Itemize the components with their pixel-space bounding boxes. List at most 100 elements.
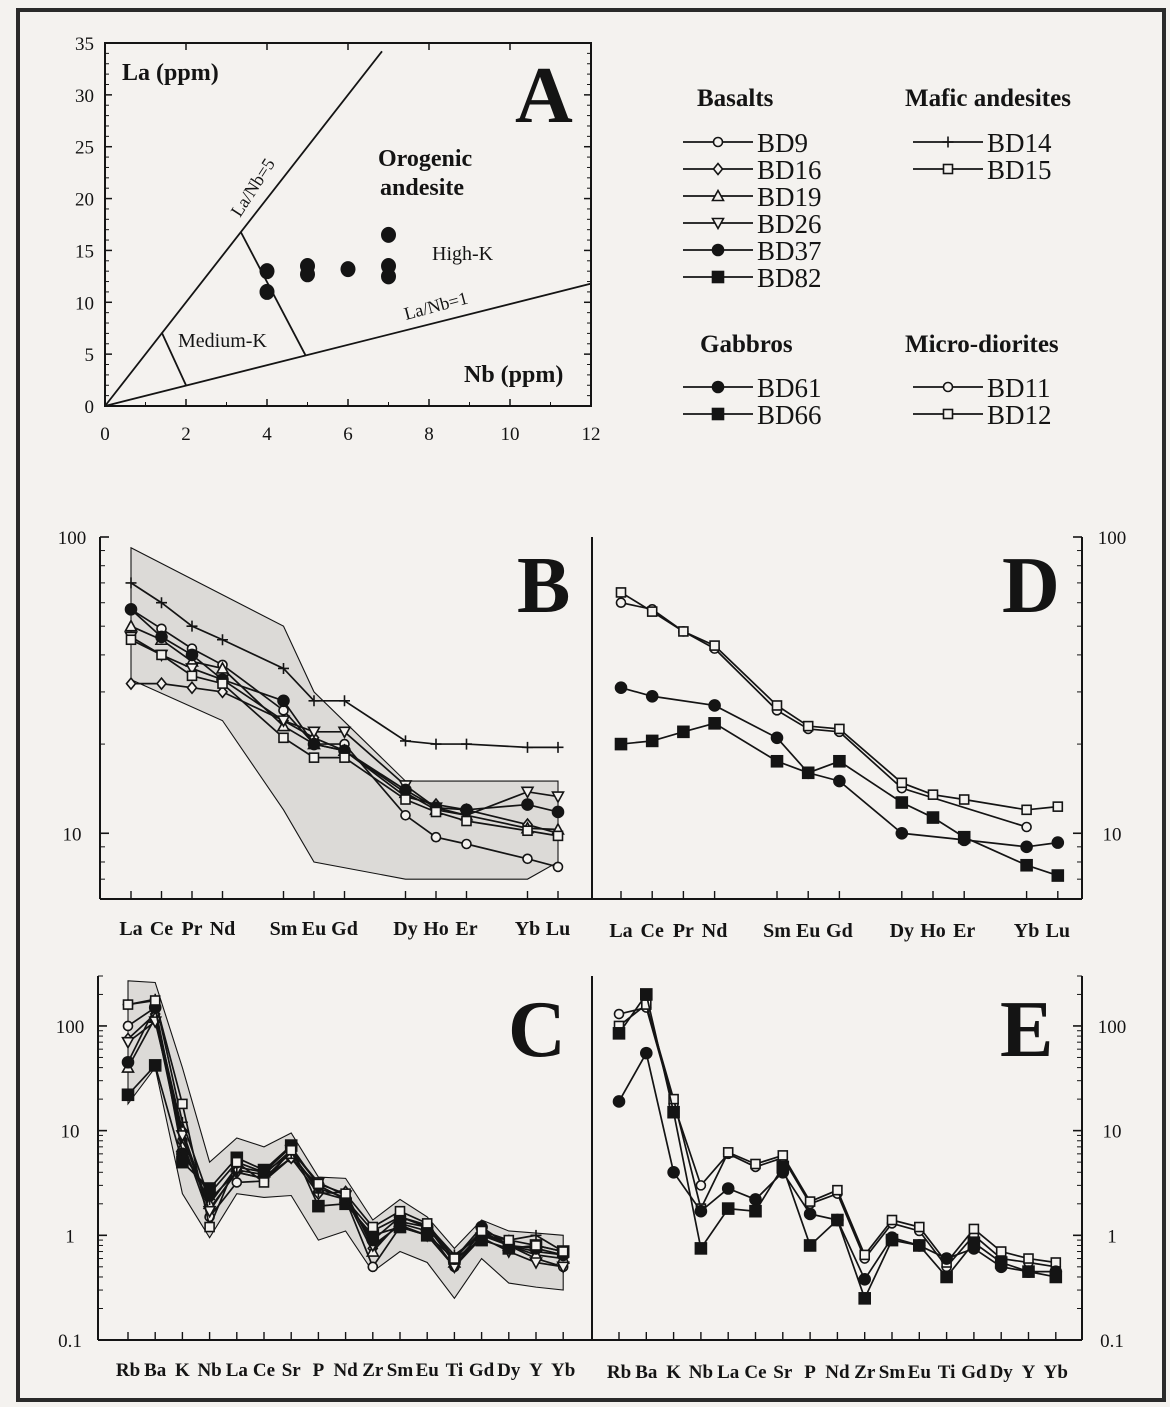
y-tick-label: 0.1 [58, 1331, 82, 1352]
series-marker-bd14 [186, 620, 198, 632]
x-tick-label: Zr [362, 1360, 384, 1381]
series-marker-bd82 [308, 752, 320, 763]
x-tick-label: Eu [908, 1362, 932, 1383]
series-marker-bd9 [278, 705, 289, 716]
x-tick-label: Yb [515, 918, 541, 940]
series-marker-bd12 [832, 1184, 843, 1196]
series-marker-bd15 [449, 1253, 460, 1264]
x-tick-label: 12 [582, 424, 601, 445]
series-marker-bd12 [615, 587, 627, 598]
envelope-field [130, 546, 559, 880]
x-tick-label: La [226, 1360, 249, 1381]
series-marker-bd11 [695, 1180, 707, 1191]
series-marker-bd12 [678, 626, 689, 637]
y-tick-label: 35 [75, 34, 94, 55]
series-marker-bd82 [522, 825, 533, 837]
series-marker-bd14 [156, 597, 167, 609]
series-marker-bd14 [125, 577, 137, 589]
series-marker-bd66 [803, 1239, 817, 1252]
legend-marker [711, 380, 725, 394]
legend-marker [942, 408, 954, 420]
x-tick-label: Sm [763, 920, 791, 942]
x-tick-label: Dy [393, 918, 417, 940]
series-marker-bd12 [668, 1093, 679, 1105]
series-marker-bd66 [639, 988, 653, 1001]
x-tick-label: K [666, 1362, 681, 1383]
x-tick-label: Lu [1046, 920, 1070, 942]
x-tick-label: Nd [333, 1360, 358, 1381]
y-tick-label: 30 [75, 86, 94, 107]
series-marker-bd61 [833, 774, 846, 788]
series-marker-bd12 [722, 1147, 734, 1158]
series-marker-bd61 [749, 1193, 762, 1206]
data-point [300, 266, 315, 283]
y-tick-label: 100 [58, 528, 87, 549]
x-tick-label: Sr [282, 1360, 302, 1381]
panel-a-ylabel: La (ppm) [122, 60, 219, 86]
series-marker-bd26 [529, 1257, 543, 1270]
legend-label: BD15 [987, 155, 1052, 185]
x-tick-label: 10 [501, 424, 520, 445]
y-tick-label: 15 [75, 241, 94, 262]
series-marker-bd12 [913, 1221, 925, 1233]
x-tick-label: Nd [825, 1362, 850, 1383]
series-marker-bd37 [121, 1055, 135, 1069]
series-marker-bd66 [967, 1236, 981, 1250]
series-marker-bd66 [994, 1256, 1008, 1269]
x-tick-label: Dy [890, 920, 914, 942]
series-marker-bd19 [215, 661, 230, 674]
x-tick-label: Ti [446, 1360, 464, 1381]
x-tick-label: Er [953, 920, 975, 942]
x-tick-label: P [313, 1360, 325, 1381]
x-tick-label: Sr [773, 1362, 793, 1383]
x-tick-label: Sm [387, 1360, 414, 1381]
series-marker-bd14 [278, 662, 289, 674]
series-marker-bd37 [124, 603, 138, 616]
series-marker-bd37 [551, 805, 565, 819]
legend-label: BD19 [757, 182, 822, 212]
label-orogenic-1: Orogenic [378, 146, 473, 172]
series-marker-bd12 [995, 1246, 1007, 1257]
legend-group-title: Gabbros [700, 331, 793, 358]
x-tick-label: Gd [331, 918, 358, 940]
y-tick-label: 100 [56, 1017, 85, 1038]
series-marker-bd66 [885, 1233, 899, 1247]
series-marker-bd61 [1051, 836, 1065, 849]
x-tick-label: 2 [181, 424, 191, 445]
x-tick-label: La [609, 920, 632, 942]
y-tick-label: 100 [1098, 1017, 1127, 1038]
series-marker-bd61 [612, 1095, 626, 1108]
envelope-field [127, 980, 564, 1300]
data-point [259, 283, 275, 300]
series-marker-bd66 [801, 766, 815, 780]
series-marker-bd82 [420, 1229, 434, 1242]
legend-marker [942, 381, 954, 393]
data-point [259, 263, 275, 280]
x-tick-label: 6 [343, 424, 353, 445]
series-marker-bd26 [556, 1261, 571, 1274]
y-tick-label: 10 [63, 824, 82, 845]
series-marker-bd12 [958, 794, 970, 805]
series-marker-bd12 [646, 606, 658, 617]
legend-group-title: Micro-diorites [905, 331, 1059, 358]
series-marker-bd9 [231, 1177, 243, 1188]
series-marker-bd61 [708, 699, 721, 712]
y-tick-label: 25 [75, 138, 94, 159]
x-tick-label: Nd [210, 918, 236, 940]
legend-marker [711, 407, 725, 421]
x-tick-label: 8 [424, 424, 434, 445]
series-marker-bd61 [667, 1165, 680, 1179]
series-marker-bd66 [694, 1242, 708, 1255]
series-marker-bd66 [645, 734, 659, 748]
series-marker-bd66 [612, 1027, 626, 1040]
x-tick-label: La [717, 1362, 740, 1383]
series-marker-bd16 [186, 680, 198, 695]
x-tick-label: Dy [497, 1360, 521, 1381]
x-tick-label: Ho [423, 918, 449, 940]
panel-b-ree: 10 100 La Ce Pr Nd Sm Eu Gd Dy Ho Er Yb Lu B [58, 528, 592, 940]
series-marker-bd12 [777, 1150, 789, 1161]
x-tick-label: Rb [607, 1362, 631, 1383]
legend-label: BD26 [757, 209, 822, 239]
panel-e-spider: 0.1 1 10 100 Rb Ba K Nb La Ce Sr P Nd Zr Sm Eu Ti Gd Dy Y Yb… [591, 975, 1127, 1383]
series-marker-bd15 [340, 1188, 351, 1199]
